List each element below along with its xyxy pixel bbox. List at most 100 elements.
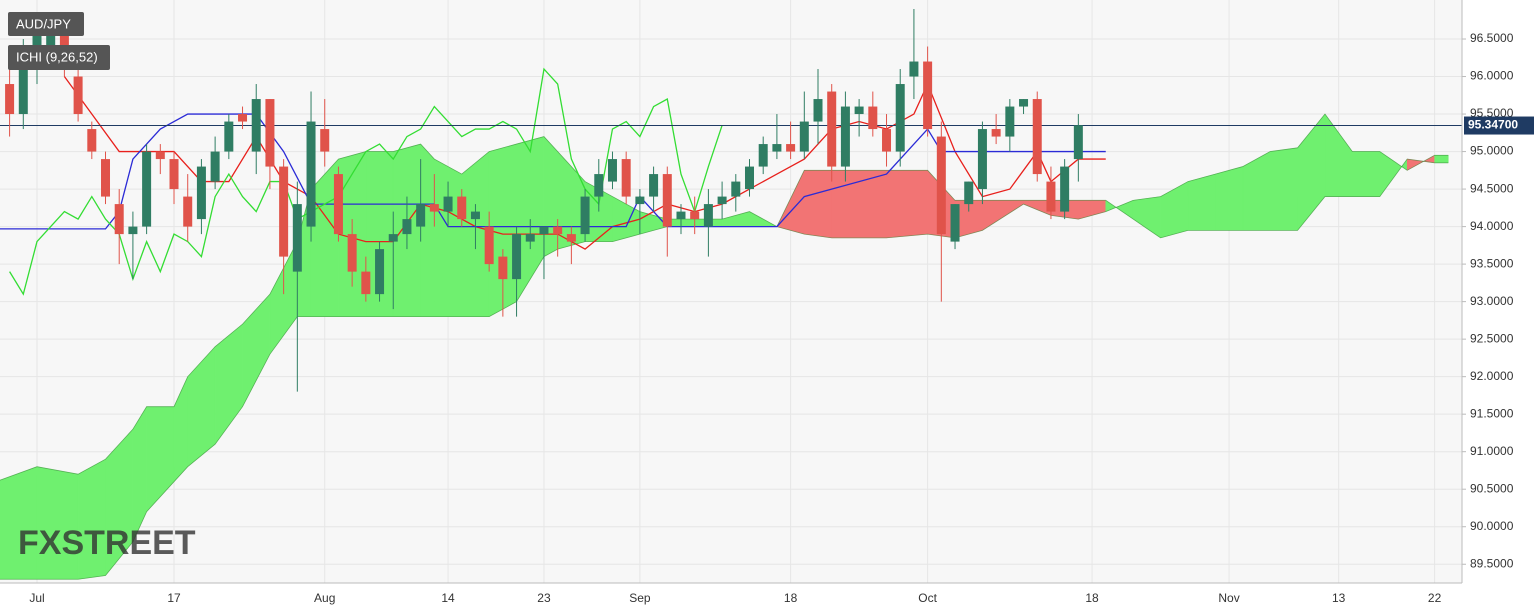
cloud-segment (36, 466, 79, 580)
plot-background (0, 0, 1462, 583)
candle-body (991, 129, 1001, 137)
candle-body (525, 234, 535, 242)
candle-body (292, 204, 302, 272)
candle-body (87, 129, 97, 152)
candle-body (155, 151, 165, 160)
candle-body (717, 196, 727, 205)
x-tick-label: Aug (314, 591, 335, 605)
candle-body (1032, 99, 1042, 175)
candle-body (361, 271, 371, 295)
cloud-segment (886, 170, 928, 239)
x-tick-label: 22 (1428, 591, 1442, 605)
candle-body (183, 196, 193, 227)
candle-body (73, 76, 83, 115)
candle-body (320, 129, 330, 152)
cloud-segment (1352, 151, 1381, 197)
y-tick-label: 95.0000 (1470, 144, 1514, 158)
y-tick-label: 91.0000 (1470, 444, 1514, 458)
cloud-segment (543, 135, 558, 258)
y-tick-label: 96.0000 (1470, 69, 1514, 83)
candle-body (196, 166, 206, 220)
candle-body (758, 144, 768, 167)
y-tick-label: 93.0000 (1470, 294, 1514, 308)
candle-body (950, 204, 960, 242)
candle-body (690, 211, 700, 220)
candle-body (744, 166, 754, 190)
candle-body (731, 181, 741, 197)
candle-body (923, 61, 933, 130)
cloud-segment (0, 466, 38, 580)
watermark: FXSTREET (18, 524, 196, 562)
candle-body (5, 84, 15, 115)
candle-body (703, 204, 713, 227)
candle-body (566, 234, 576, 242)
indicator-label: ICHI (9,26,52) (16, 49, 98, 64)
candle-body (882, 129, 892, 152)
candle-body (786, 144, 796, 152)
candle-body (854, 106, 864, 115)
y-tick-label: 91.5000 (1470, 406, 1514, 420)
candle-body (498, 256, 508, 280)
candle-body (347, 234, 357, 272)
cloud-segment (420, 143, 435, 317)
candle-body (457, 196, 467, 220)
last-price-tag (1464, 116, 1534, 135)
candle-body (977, 129, 987, 190)
candle-body (1046, 181, 1056, 212)
candle-body (1073, 125, 1083, 160)
candle-body (333, 174, 343, 235)
candle-body (251, 99, 261, 152)
x-tick-label: 18 (1085, 591, 1099, 605)
indicator-line (63, 76, 1106, 250)
candle-body (128, 226, 138, 235)
candle-body (1060, 166, 1070, 212)
candle-body (210, 151, 220, 182)
candle-body (580, 196, 590, 235)
candle-body (306, 121, 316, 227)
candle-body (553, 226, 563, 235)
candle-body (402, 219, 412, 235)
y-tick-label: 93.5000 (1470, 256, 1514, 270)
x-tick-label: 23 (537, 591, 551, 605)
candle-body (443, 196, 453, 212)
x-tick-label: 14 (441, 591, 455, 605)
candle-body (18, 54, 28, 115)
cloud-segment (804, 170, 832, 239)
candle-body (936, 136, 946, 235)
candle-body (429, 204, 439, 212)
candle-body (607, 159, 617, 182)
candle-body (1005, 106, 1015, 137)
x-tick-label: 13 (1332, 591, 1346, 605)
candle-body (799, 121, 809, 152)
y-tick-label: 94.5000 (1470, 181, 1514, 195)
candle-body (868, 106, 878, 130)
candle-body (279, 166, 289, 257)
candle-body (169, 159, 179, 190)
last-price-label: 95.34700 (1468, 118, 1518, 132)
candle-body (1019, 99, 1029, 107)
x-tick-label: Oct (918, 591, 937, 605)
symbol-badge (8, 12, 84, 36)
candle-body (840, 106, 850, 167)
candle-body (238, 114, 248, 122)
candle-body (101, 159, 111, 197)
candle-body (114, 204, 124, 235)
x-tick-label: 17 (167, 591, 181, 605)
candle-body (895, 84, 905, 152)
cloud-segment (831, 170, 887, 239)
candle-body (224, 121, 234, 152)
candle-body (484, 226, 494, 265)
candle-body (539, 226, 549, 235)
cloud-segment (1269, 147, 1298, 231)
y-tick-label: 92.5000 (1470, 331, 1514, 345)
candle-body (827, 91, 837, 167)
candle-body (635, 196, 645, 205)
x-tick-label: Nov (1218, 591, 1239, 605)
candle-body (375, 249, 385, 295)
candle-body (662, 174, 672, 227)
candle-body (964, 181, 974, 205)
x-tick-label: 18 (784, 591, 798, 605)
candle-body (265, 99, 275, 167)
y-tick-label: 90.0000 (1470, 519, 1514, 533)
